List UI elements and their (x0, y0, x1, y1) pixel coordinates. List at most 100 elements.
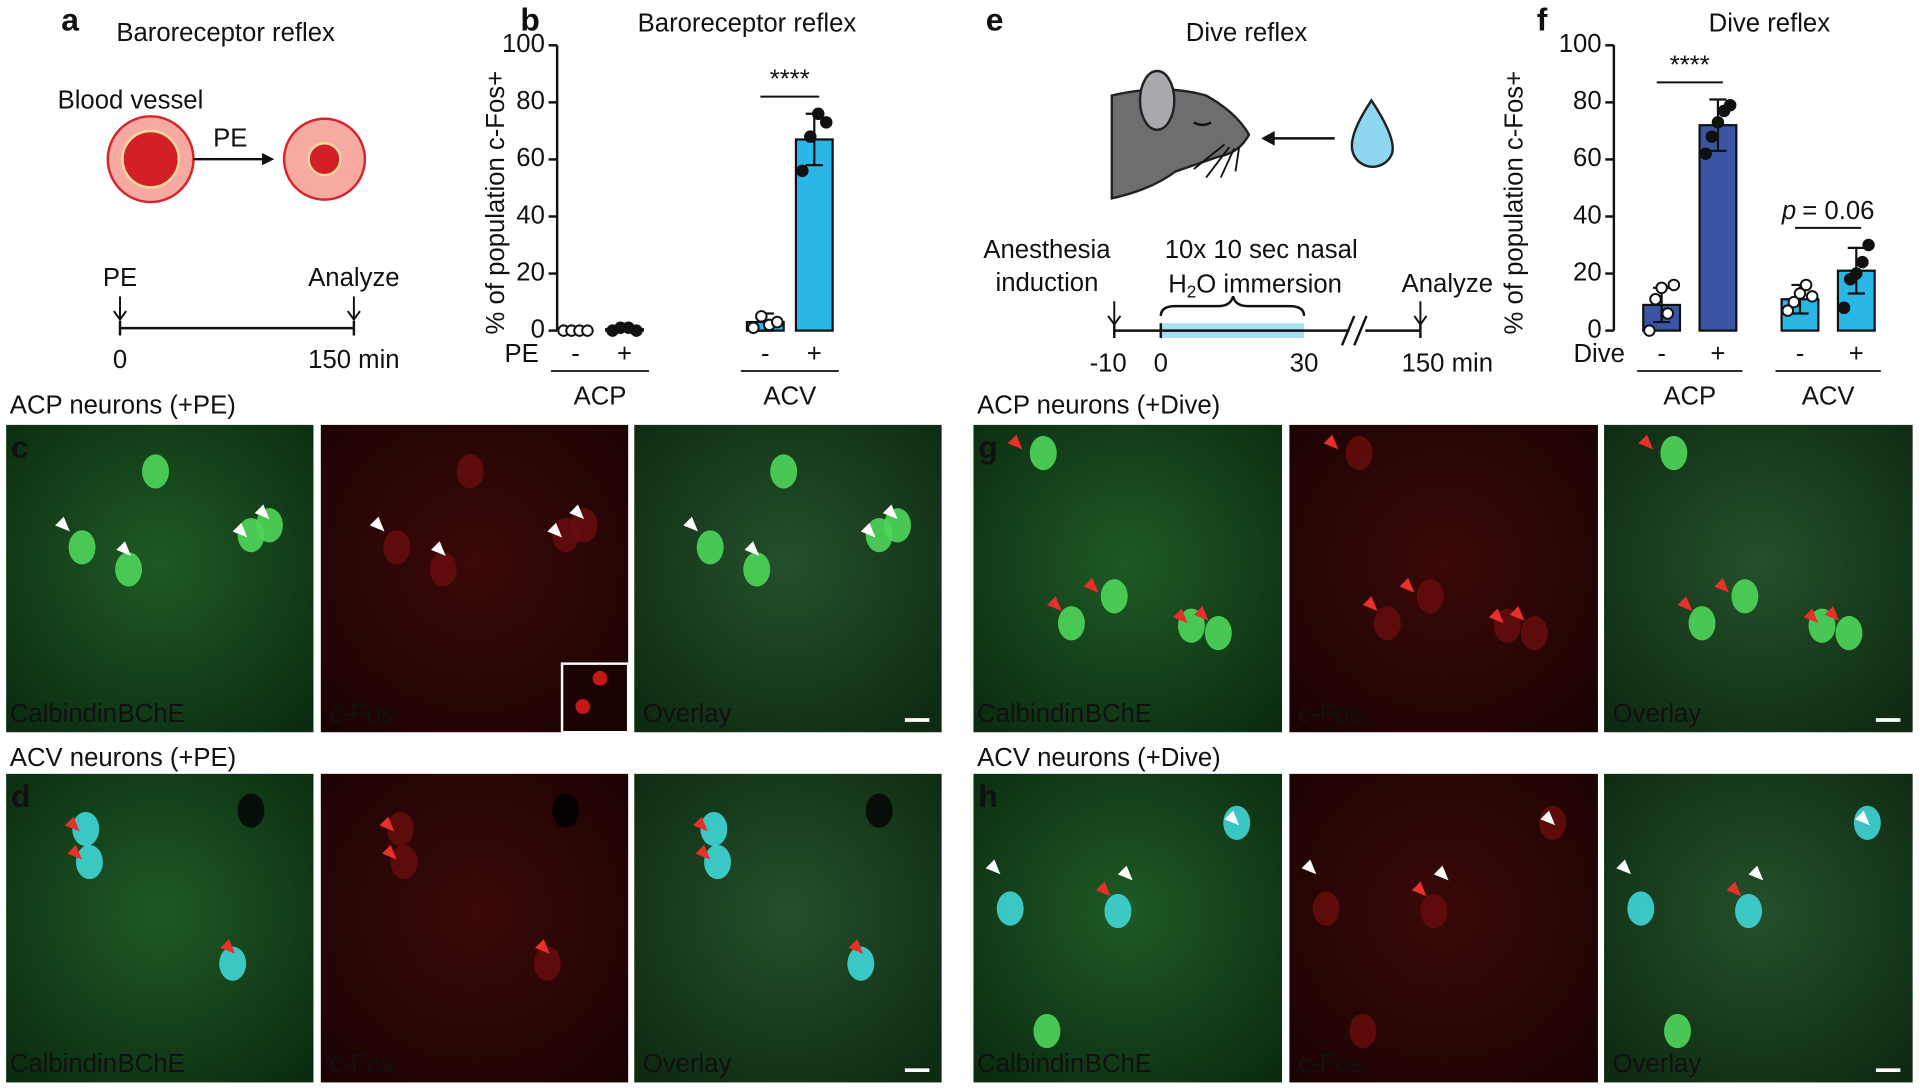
arrowhead-marker (1301, 859, 1317, 875)
arrowhead-marker (1824, 606, 1840, 621)
arrowhead-marker (1748, 865, 1764, 881)
timeline-label: induction (995, 269, 1098, 297)
micrograph (634, 773, 942, 1083)
arrowhead-marker (1803, 608, 1819, 624)
panel-letter: a (61, 1, 79, 37)
cell (1660, 435, 1688, 471)
mouse-ear (1138, 69, 1176, 132)
cell (383, 530, 411, 565)
group-label: ACP (1663, 383, 1716, 411)
lumen-after (307, 142, 342, 177)
data-point (1862, 238, 1875, 252)
row-title: ACV neurons (+Dive) (977, 744, 1221, 772)
chart-title: Dive reflex (1709, 9, 1831, 37)
stain-caption: c-Fos (1298, 1050, 1362, 1078)
cell (700, 811, 728, 847)
y-tick-label: 20 (516, 258, 545, 286)
arrowhead-marker (569, 504, 585, 520)
data-point (1781, 304, 1794, 317)
timeline-label: 10x 10 sec nasal (1165, 236, 1358, 264)
timeline (118, 320, 356, 336)
arrowhead-marker (693, 816, 708, 832)
data-point (812, 107, 825, 121)
arrowhead-marker (1083, 577, 1099, 593)
label-part: O immersion (1196, 270, 1342, 298)
drug-label: PE (213, 124, 247, 152)
cell (237, 517, 265, 553)
data-point (1799, 278, 1813, 292)
cell (865, 517, 893, 553)
arrowhead-marker (547, 522, 563, 538)
timeline-tick: -10 (1090, 350, 1127, 378)
cell (847, 946, 875, 981)
timeline (1113, 323, 1422, 338)
cell (696, 530, 724, 565)
cell (1345, 435, 1373, 471)
arrowhead-marker (1224, 810, 1240, 826)
data-point (1787, 295, 1801, 309)
cell (429, 552, 457, 587)
timeline-label: Analyze (308, 264, 399, 292)
y-tick-label: 40 (1573, 201, 1602, 229)
cell (552, 517, 580, 553)
y-tick-label: 0 (531, 315, 545, 343)
stain-caption: c-Fos (329, 700, 393, 728)
y-tick-label: 80 (1573, 87, 1602, 115)
cell (386, 811, 414, 847)
cell (1731, 579, 1759, 614)
cell (1104, 893, 1132, 929)
cell (1627, 891, 1655, 926)
timeline-tick: 150 min (1402, 350, 1493, 378)
cell (1100, 579, 1128, 614)
data-point (1850, 267, 1863, 280)
data-point (1805, 290, 1819, 303)
arrowhead-marker (1323, 434, 1339, 450)
cell (1416, 579, 1444, 614)
stain-caption: c-Fos (1298, 700, 1362, 728)
data-point (755, 310, 768, 323)
cell (1204, 615, 1232, 651)
micrograph (1604, 424, 1913, 733)
row-title: ACP neurons (+Dive) (977, 391, 1220, 419)
arrowhead-marker (1433, 865, 1449, 881)
brace (1159, 295, 1306, 317)
chart-title: Baroreceptor reflex (638, 9, 857, 37)
significance-label: **** (1670, 51, 1710, 79)
arrowhead-marker (1362, 596, 1378, 612)
arrowhead-marker (1855, 810, 1870, 826)
cell (1312, 891, 1340, 926)
timeline-label: Anesthesia (983, 236, 1111, 264)
data-point (1793, 287, 1807, 300)
cell (1420, 893, 1448, 929)
y-tick-label: 40 (516, 201, 545, 229)
timeline-arrows (113, 296, 361, 322)
cell (1835, 615, 1863, 651)
stain-caption: BChE (1085, 700, 1152, 728)
stain-caption: Overlay (1613, 1050, 1702, 1078)
cell (75, 844, 103, 880)
whiskers (1193, 143, 1241, 179)
label-part: **** (1670, 51, 1710, 79)
data-point (1837, 301, 1851, 315)
timeline-label: Analyze (1402, 270, 1493, 298)
cell (575, 699, 591, 714)
y-tick-label: 60 (1573, 144, 1602, 172)
cell (456, 454, 484, 489)
panel-letter: g (978, 429, 997, 465)
panel-letter: e (986, 1, 1004, 37)
cell (1033, 1013, 1061, 1049)
arrowhead-marker (1007, 434, 1023, 450)
arrowhead-marker (882, 504, 898, 520)
data-point (1699, 147, 1712, 160)
cell (1029, 435, 1057, 471)
arrowhead-marker (1173, 608, 1188, 624)
y-axis-label: % of population c-Fos+ (1501, 71, 1529, 335)
y-tick-label: 100 (502, 30, 545, 58)
arrowhead-marker (1095, 881, 1111, 897)
arrowhead-marker (55, 516, 70, 532)
panel-title: Dive reflex (1186, 19, 1308, 47)
data-point (581, 324, 594, 337)
panel-letter: d (11, 778, 30, 814)
significance-label: p = 0.06 (1781, 197, 1875, 225)
